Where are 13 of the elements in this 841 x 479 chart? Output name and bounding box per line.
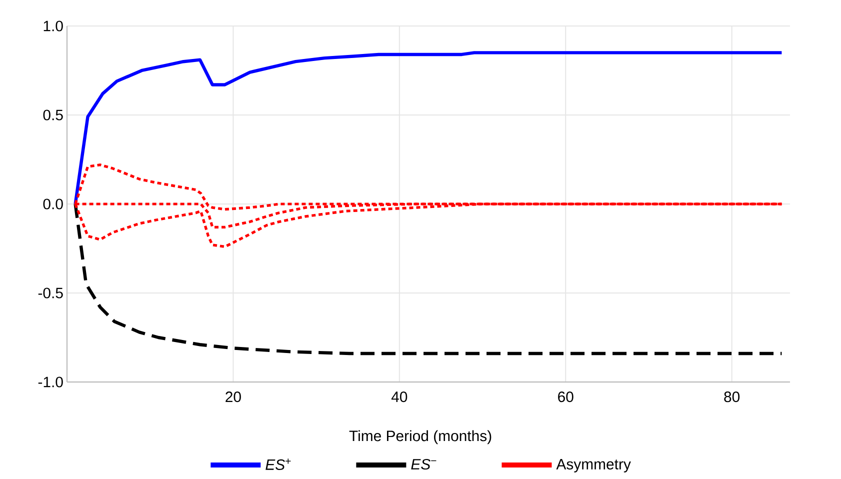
legend-label: ES$^{+}$	[266, 458, 291, 470]
x-tick-label: 80	[724, 392, 740, 402]
x-axis-title: Time Period (months)	[349, 430, 492, 444]
x-tick-label: 20	[226, 392, 241, 402]
y-tick-label: -1.0	[38, 376, 63, 388]
legend-label: ES$^{−}$	[411, 458, 436, 470]
y-tick-label: 0.5	[43, 110, 63, 120]
y-tick-label: 1.0	[44, 20, 63, 32]
x-tick-label: 60	[558, 392, 574, 402]
legend-label: Asymmetry	[556, 459, 631, 472]
x-tick-label: 40	[391, 392, 408, 402]
y-tick-label: -0.5	[38, 288, 63, 298]
y-tick-label: 0.0	[43, 198, 63, 210]
